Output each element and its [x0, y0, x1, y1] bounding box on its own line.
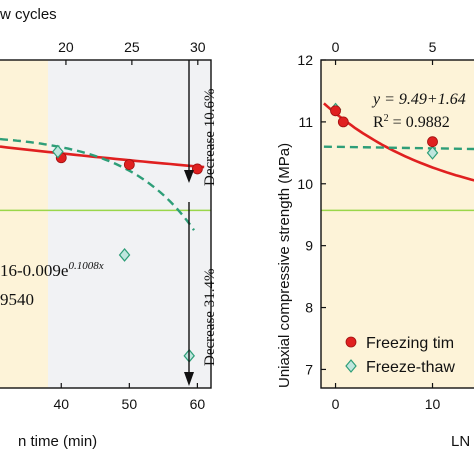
legend-item-freeze-thaw: Freeze-thaw — [345, 359, 455, 376]
right-top-tick-label: 5 — [429, 39, 437, 55]
right-y-tick-label: 12 — [297, 52, 313, 68]
left-bottom-tick-label: 60 — [190, 396, 206, 412]
left-bottom-tick-label: 50 — [122, 396, 138, 412]
left-top-axis-title: w cycles — [0, 6, 57, 23]
left-fit-curve-freezing — [0, 145, 205, 169]
right-fit-curve-freezing — [323, 102, 474, 182]
data-point-freezing — [427, 136, 438, 148]
left-shade-freezing — [0, 60, 48, 388]
right-y-tick-label: 8 — [305, 300, 313, 316]
left-fit-curve-freeze-thaw — [0, 137, 195, 231]
right-equation-line2: R2 = 0.9882 — [373, 113, 450, 131]
right-shade-freezing — [321, 60, 474, 388]
data-point-freeze-thaw — [52, 144, 64, 159]
right-top-tick-label: 0 — [332, 39, 340, 55]
right-y-tick-label: 10 — [297, 176, 313, 192]
right-bottom-tick-label: 10 — [425, 396, 441, 412]
left-top-tick-label: 20 — [58, 39, 74, 55]
left-bottom-tick-label: 40 — [53, 396, 69, 412]
arrow-bottom-head — [184, 372, 194, 386]
data-point-freezing — [123, 159, 135, 170]
arrow-top-head — [184, 170, 194, 183]
left-x-axis-label: n time (min) — [18, 433, 97, 450]
left-top-tick-label: 30 — [190, 39, 206, 55]
left-plot-frame — [0, 59, 212, 389]
left-panel: w cycles 20 25 30 40 50 60 n time (min) Decr… — [0, 6, 218, 450]
legend-label-freeze-thaw: Freeze-thaw — [366, 359, 455, 376]
right-x-axis-label: LN — [451, 433, 470, 450]
right-equation-line1: y = 9.49+1.64 — [371, 91, 466, 108]
right-bottom-tick-label: 0 — [332, 396, 340, 412]
data-point-freeze-thaw — [118, 248, 131, 262]
legend-marker-circle — [345, 336, 357, 348]
data-point-freezing — [330, 105, 341, 117]
legend-marker-diamond — [345, 359, 357, 373]
right-line-freeze-thaw — [323, 145, 474, 151]
legend-item-freezing: Freezing tim — [345, 335, 454, 352]
right-y-tick-label: 9 — [305, 238, 313, 254]
left-top-tick-label: 25 — [124, 39, 140, 55]
annotation-decrease-top: Decrease 10.6% — [202, 89, 218, 186]
legend-label-freezing: Freezing tim — [366, 335, 454, 352]
right-plot-frame — [320, 59, 474, 389]
data-point-freezing — [337, 116, 349, 128]
left-equation-line1: 16-0.009e0.1008x — [0, 260, 104, 280]
right-y-tick-label: 7 — [305, 361, 313, 377]
data-point-freeze-thaw — [426, 145, 439, 160]
annotation-decrease-bottom: Decrease 31.4% — [202, 269, 218, 366]
data-point-freezing — [191, 163, 203, 175]
left-shade-freeze-thaw — [48, 60, 211, 388]
left-equation-line2: 9540 — [0, 290, 34, 309]
right-panel: 0 5 7 8 9 10 11 12 0 10 Uniaxial compressive st… — [276, 39, 474, 450]
legend: Freezing tim Freeze-thaw — [345, 335, 455, 376]
right-y-axis-label: Uniaxial compressive strength (MPa) — [276, 143, 293, 388]
right-y-tick-label: 11 — [298, 114, 313, 130]
